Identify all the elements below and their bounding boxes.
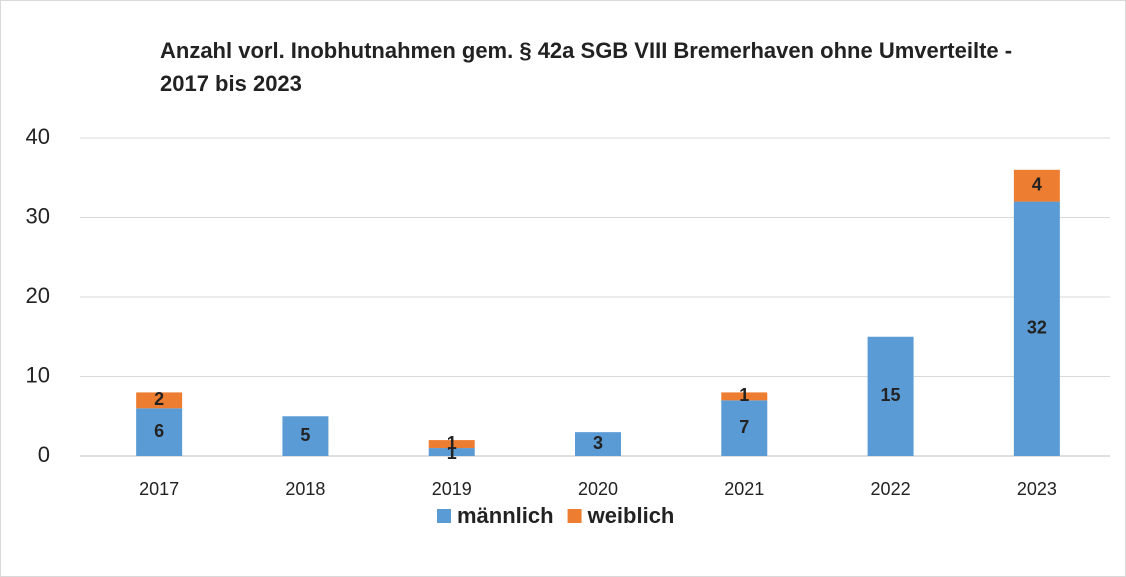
bar-segment [136, 392, 183, 409]
data-label: 7 [739, 417, 749, 437]
y-tick-label: 10 [26, 362, 50, 387]
data-label: 3 [593, 433, 603, 453]
chart-title: Anzahl vorl. Inobhutnahmen gem. § 42a SG… [160, 38, 1013, 96]
x-tick-label: 2022 [871, 479, 911, 499]
bar-segment [136, 408, 183, 456]
bar-segment [867, 336, 914, 456]
bar-segment [1013, 201, 1060, 456]
data-label: 15 [881, 385, 901, 405]
bar-segment [575, 432, 621, 456]
data-label: 2 [154, 389, 164, 409]
x-tick-label: 2019 [432, 479, 472, 499]
data-label: 5 [300, 425, 310, 445]
data-label: 1 [739, 385, 749, 405]
legend-swatch [437, 509, 451, 523]
bar-segment [721, 392, 768, 401]
x-tick-label: 2023 [1017, 479, 1057, 499]
bar-segment [721, 400, 768, 456]
y-tick-label: 40 [26, 124, 50, 149]
bar-segment [428, 448, 475, 456]
data-label: 32 [1027, 318, 1047, 338]
bar-segment [428, 440, 475, 449]
bar-segment [1013, 169, 1060, 202]
data-label: 6 [154, 421, 164, 441]
data-label: 1 [447, 443, 457, 463]
x-tick-label: 2018 [285, 479, 325, 499]
y-tick-label: 20 [26, 283, 50, 308]
legend-swatch [567, 509, 582, 523]
bar-segment [282, 416, 329, 456]
legend-label: männlich [457, 503, 554, 528]
data-label: 4 [1032, 174, 1042, 194]
x-tick-label: 2020 [578, 479, 618, 499]
legend-label: weiblich [587, 503, 675, 528]
x-tick-label: 2021 [724, 479, 764, 499]
x-tick-label: 2017 [139, 479, 179, 499]
data-label: 1 [447, 433, 457, 453]
y-tick-label: 30 [26, 203, 50, 228]
y-tick-label: 0 [38, 442, 50, 467]
